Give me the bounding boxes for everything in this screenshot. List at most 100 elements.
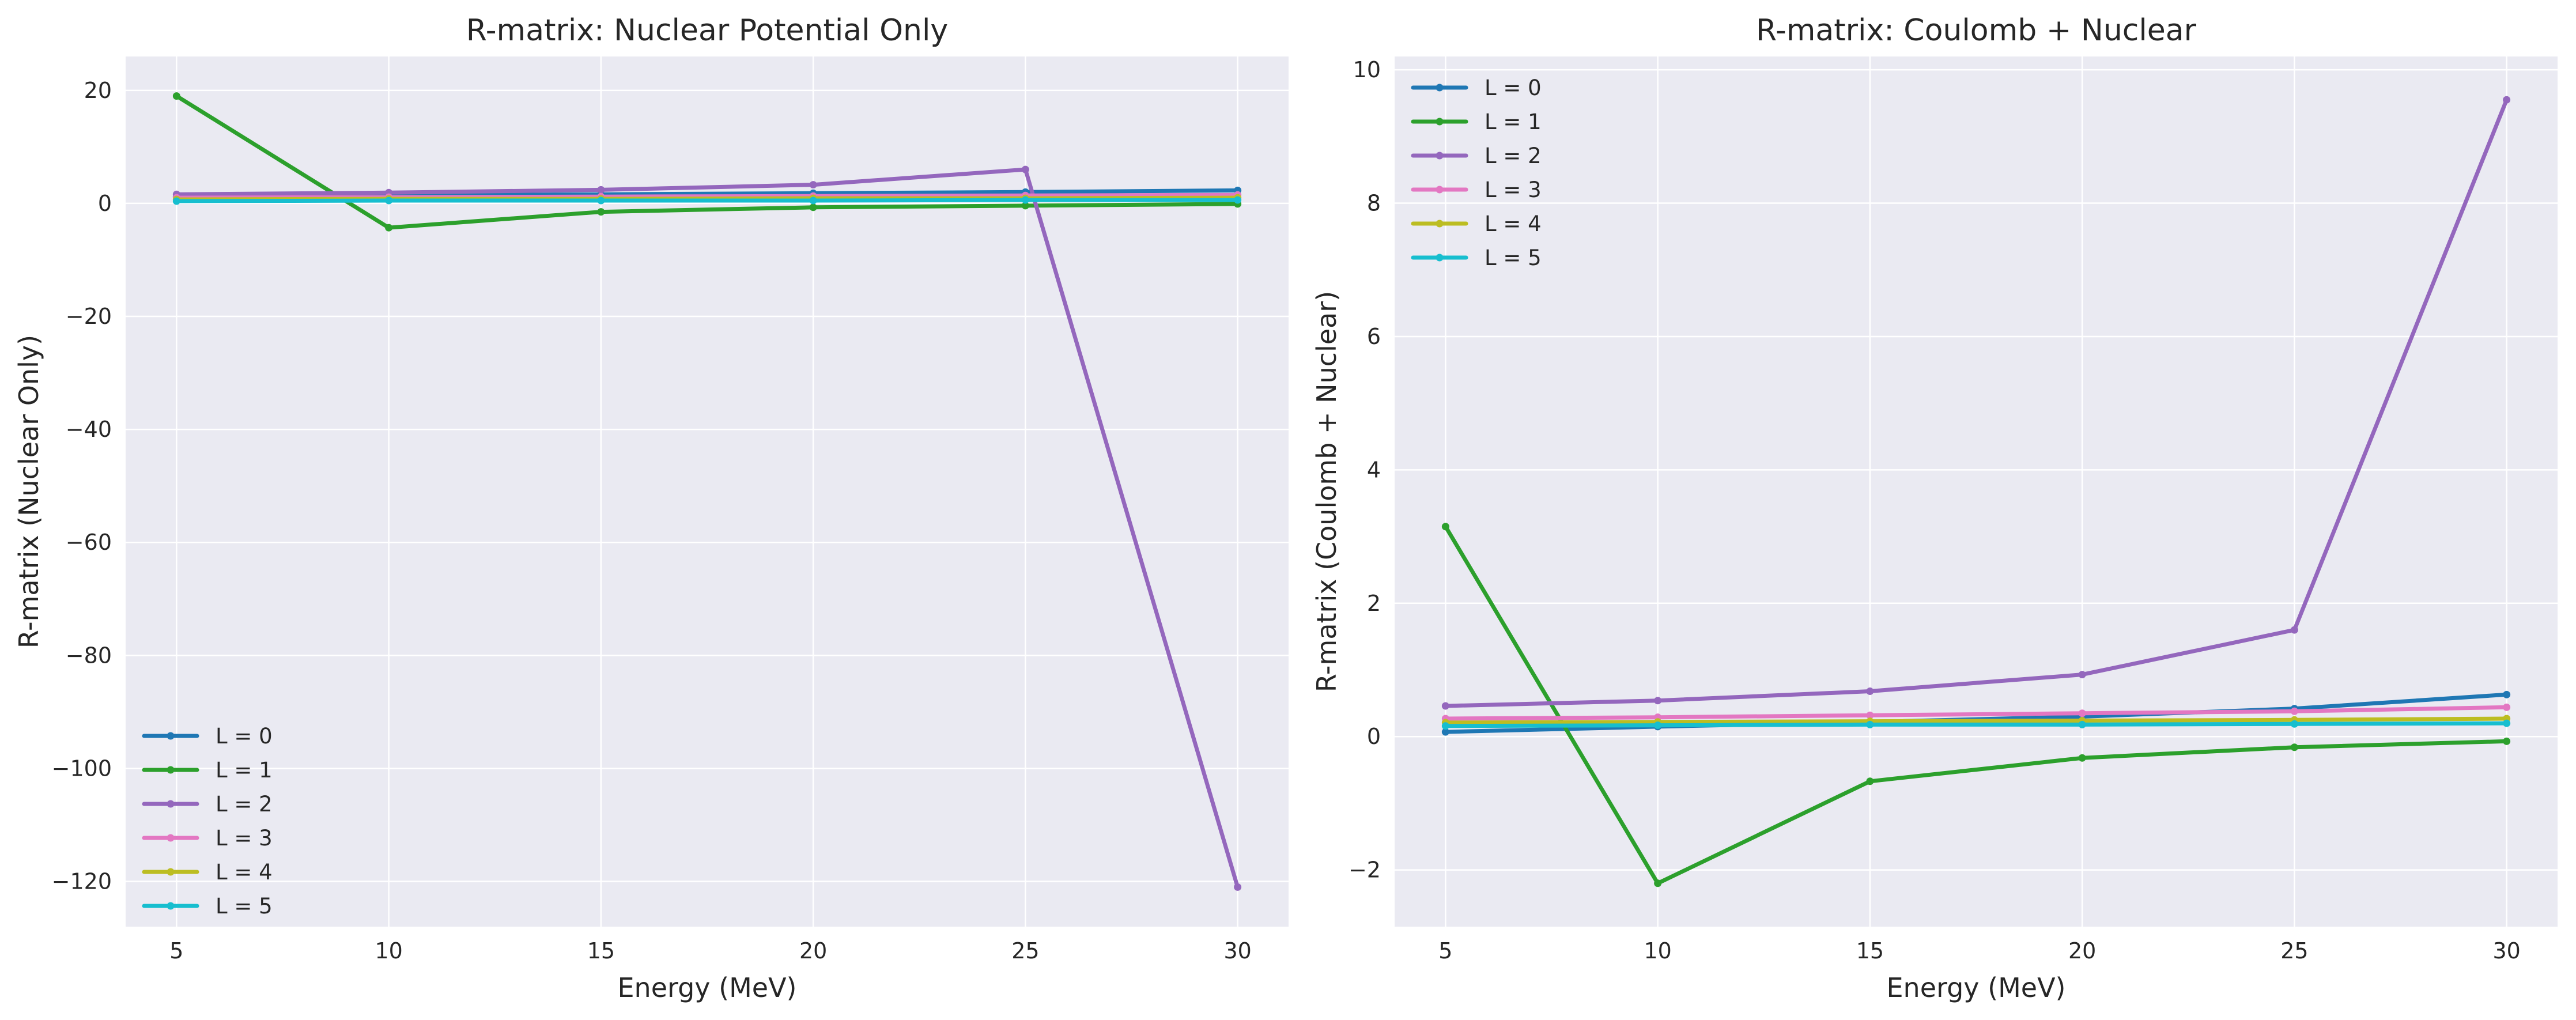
legend-marker-l-1 [1436,118,1444,126]
x-tick-label: 10 [1644,938,1671,964]
y-axis-label: R-matrix (Coulomb + Nuclear) [1311,291,1342,692]
legend-label: L = 3 [216,826,273,851]
data-point-l-1 [385,224,393,232]
series-line-l-5 [1443,721,2509,728]
x-tick-label: 25 [2280,938,2308,964]
y-tick-label: 0 [98,191,112,216]
y-tick-label: 10 [1353,57,1381,82]
y-tick-label: −20 [66,304,112,329]
series-l-5 [1441,719,2511,730]
data-point-l-3 [2078,709,2086,717]
legend-marker-l-0 [1436,84,1444,92]
gridlines [1395,56,2558,927]
data-point-l-0 [2503,690,2511,698]
chart-title: R-matrix: Coulomb + Nuclear [1756,13,2197,48]
x-axis-label: Energy (MeV) [617,972,796,1003]
legend-marker-l-2 [1436,152,1444,160]
data-point-l-1 [597,208,605,216]
data-point-l-5 [2290,720,2298,728]
data-point-l-5 [597,197,605,205]
legend-label: L = 2 [1485,143,1542,168]
legend-marker-l-3 [167,834,175,842]
legend-label: L = 1 [1485,109,1542,134]
chart-title: R-matrix: Nuclear Potential Only [466,13,948,48]
data-point-l-5 [1866,720,1874,728]
data-point-l-1 [2503,737,2511,745]
x-tick-label: 25 [1011,938,1039,964]
series-line-l-1 [1443,524,2509,886]
data-point-l-1 [1866,777,1874,785]
x-tick-label: 20 [799,938,827,964]
data-point-l-5 [172,197,180,205]
data-point-l-5 [385,197,393,205]
data-point-l-5 [1441,722,1449,730]
series-l-2 [1441,96,2511,710]
y-tick-label: −2 [1349,857,1381,883]
data-point-l-5 [1234,196,1242,204]
data-point-l-1 [1441,523,1449,531]
legend-marker-l-0 [167,732,175,740]
series-line-l-2 [174,167,1240,889]
series-line-l-3 [1443,705,2509,721]
data-point-l-1 [809,203,817,211]
y-tick-label: 2 [1367,591,1381,616]
data-point-l-5 [2503,719,2511,727]
data-point-l-1 [2290,743,2298,751]
series-l-5 [172,196,1242,205]
legend-label: L = 5 [1485,245,1542,270]
y-tick-label: −80 [66,643,112,668]
y-tick-label: 4 [1367,457,1381,482]
x-tick-label: 20 [2068,938,2096,964]
y-tick-label: −120 [52,869,112,894]
legend-marker-l-5 [167,902,175,910]
data-point-l-1 [2078,754,2086,762]
legend-label: L = 1 [216,758,273,783]
data-point-l-3 [1866,711,1874,719]
data-point-l-1 [172,92,180,100]
legend: L = 0 L = 1 L = 2 L = 3 L = 4 L = 5 [1411,75,1542,270]
plot-area [1395,56,2558,927]
data-point-l-2 [809,181,817,189]
y-tick-label: 6 [1367,324,1381,349]
y-axis-label: R-matrix (Nuclear Only) [13,335,44,648]
data-point-l-5 [1654,721,1662,730]
series-line-l-5 [174,198,1240,203]
legend-label: L = 0 [216,724,273,749]
y-tick-label: −100 [52,755,112,781]
data-point-l-2 [597,186,605,194]
data-point-l-2 [1654,697,1662,705]
series-l-1 [1441,523,2511,887]
data-point-l-2 [1866,687,1874,696]
legend-marker-l-2 [167,800,175,808]
x-tick-label: 15 [587,938,615,964]
data-point-l-2 [2078,671,2086,679]
legend-marker-l-3 [1436,186,1444,194]
series-line-l-4 [1443,716,2509,725]
data-point-l-2 [2290,626,2298,634]
legend-marker-l-4 [1436,220,1444,228]
data-point-l-2 [1234,883,1242,891]
data-point-l-0 [1441,728,1449,736]
data-point-l-1 [1021,202,1029,210]
data-point-l-2 [1441,702,1449,710]
data-point-l-2 [1021,165,1029,173]
data-point-l-5 [809,197,817,205]
data-point-l-1 [1654,879,1662,887]
y-tick-label: 0 [1367,724,1381,749]
data-point-l-2 [2503,96,2511,104]
data-point-l-3 [2503,703,2511,711]
data-point-l-5 [2078,720,2086,728]
data-point-l-5 [1021,196,1029,204]
x-tick-label: 5 [169,938,183,964]
series-line-l-2 [1443,97,2509,708]
chart-panel-nuclear-only: 5 10 15 20 25 30 20 0 −20 −40 −60 −80 −100 −120 Energy… [13,13,1289,1003]
y-tick-label: 8 [1367,191,1381,216]
x-tick-label: 30 [2492,938,2520,964]
y-tick-label: −60 [66,530,112,555]
x-tick-label: 15 [1856,938,1884,964]
legend-label: L = 5 [216,894,273,919]
legend-label: L = 4 [1485,211,1542,236]
x-axis-label: Energy (MeV) [1886,972,2065,1003]
